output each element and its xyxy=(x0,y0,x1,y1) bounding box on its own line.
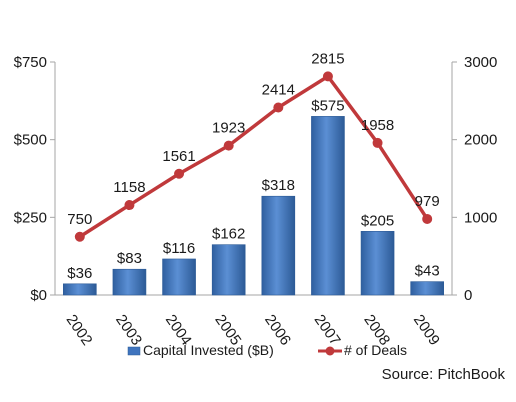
bar-data-label: $116 xyxy=(163,240,195,257)
line-data-label: 2815 xyxy=(311,50,344,67)
right-tick-label: 1000 xyxy=(464,209,497,226)
source-note: Source: PitchBook xyxy=(382,366,506,383)
bar xyxy=(311,116,345,296)
bar-data-label: $318 xyxy=(262,177,295,194)
x-tick-label: 2007 xyxy=(311,312,344,349)
left-tick-label: $750 xyxy=(14,54,47,71)
legend-bar-label: Capital Invested ($B) xyxy=(143,342,274,358)
line-data-labels: 750 1158 1561 1923 2414 2815 1958 979 xyxy=(67,50,439,227)
legend-line-marker xyxy=(325,346,335,356)
line-data-label: 750 xyxy=(67,211,92,228)
left-axis-ticks: $0 $250 $500 $750 xyxy=(14,54,55,304)
line-point xyxy=(124,200,135,211)
line-data-label: 1561 xyxy=(162,148,195,165)
bar-series xyxy=(63,116,444,296)
left-tick-label: $250 xyxy=(14,209,47,226)
bar-data-labels: $36 $83 $116 $162 $318 $575 $205 $43 xyxy=(67,97,439,281)
line-point xyxy=(174,168,185,179)
bar-data-label: $162 xyxy=(212,226,245,243)
line-point xyxy=(223,140,234,151)
bar-data-label: $83 xyxy=(117,250,142,267)
legend-bar-swatch xyxy=(127,346,141,356)
bar xyxy=(410,281,444,296)
right-tick-label: 2000 xyxy=(464,132,497,149)
line-data-label: 979 xyxy=(415,193,440,210)
bar xyxy=(112,268,147,296)
line-point xyxy=(372,137,383,148)
line-point xyxy=(322,71,333,82)
line-series xyxy=(74,71,433,242)
x-tick-label: 2009 xyxy=(410,312,443,349)
legend: Capital Invested ($B) # of Deals xyxy=(127,342,407,358)
line-point xyxy=(422,213,433,224)
bar-data-label: $205 xyxy=(361,212,394,229)
left-tick-label: $0 xyxy=(30,287,47,304)
bar xyxy=(63,283,97,296)
bar xyxy=(162,258,196,296)
right-axis-ticks: 0 1000 2000 3000 xyxy=(452,54,497,304)
line-data-label: 1958 xyxy=(361,117,394,134)
bar xyxy=(360,231,395,296)
line-point xyxy=(273,102,284,113)
deals-line xyxy=(78,74,429,239)
line-data-label: 1923 xyxy=(212,120,245,137)
right-tick-label: 3000 xyxy=(464,54,497,71)
bar xyxy=(211,244,246,296)
left-tick-label: $500 xyxy=(14,132,47,149)
line-data-label: 1158 xyxy=(113,179,145,196)
bar-data-label: $43 xyxy=(415,263,440,280)
line-point xyxy=(74,231,85,242)
legend-line-label: # of Deals xyxy=(344,342,407,358)
bar-data-label: $36 xyxy=(67,265,92,282)
x-tick-label: 2003 xyxy=(112,312,145,349)
bar xyxy=(261,195,296,296)
right-tick-label: 0 xyxy=(464,287,472,304)
line-data-label: 2414 xyxy=(262,82,295,99)
bar-data-label: $575 xyxy=(311,97,344,114)
x-tick-label: 2002 xyxy=(63,312,96,349)
